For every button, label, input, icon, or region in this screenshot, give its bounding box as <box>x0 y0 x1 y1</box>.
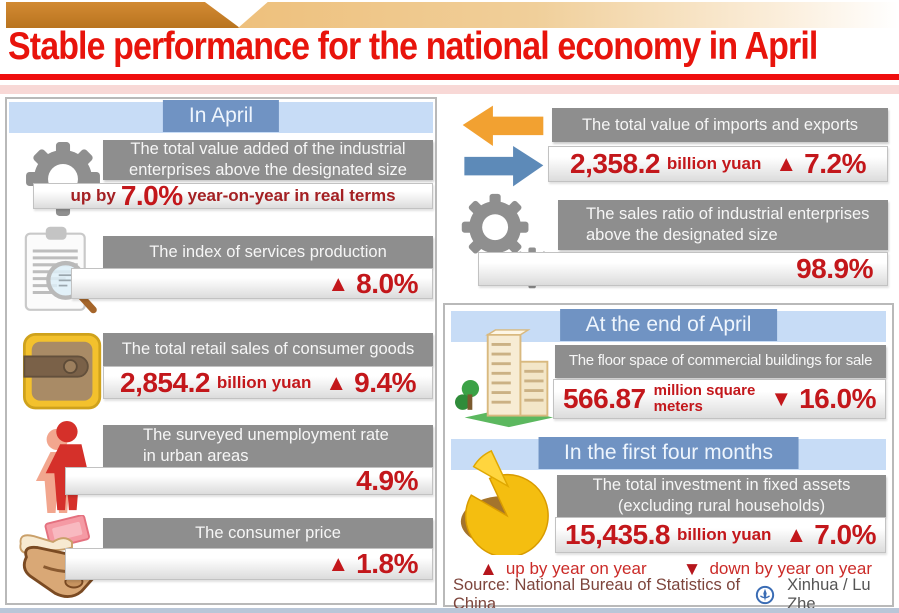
sales-ratio-label-line2: above the designated size <box>586 226 778 244</box>
floor-space-label-text: The floor space of commercial buildings … <box>568 352 873 370</box>
buildings-icon <box>453 329 559 436</box>
industrial-value-number: 7.0% <box>120 180 183 211</box>
legend-up-text: up by year on year <box>505 559 647 578</box>
industrial-value-prefix: up by <box>70 186 116 205</box>
trade-label: The total value of imports and exports <box>552 108 888 142</box>
unemployment-label-line1: The surveyed unemployment rate <box>143 426 389 445</box>
industrial-value: up by 7.0% year-on-year in real terms <box>33 180 433 211</box>
floor-space-value: 566.87 million square meters ▼ 16.0% <box>553 379 886 419</box>
legend-down-text: down by year on year <box>709 559 872 578</box>
right-panel: At the end of April <box>443 303 894 613</box>
retail-value: 2,854.2 billion yuan ▲ 9.4% <box>103 366 433 399</box>
sales-ratio-label: The sales ratio of industrial enterprise… <box>558 200 888 250</box>
trade-arrows-icon <box>458 104 548 193</box>
page-title: Stable performance for the national econ… <box>8 25 818 68</box>
up-triangle: ▲ <box>327 270 350 296</box>
gear-icon <box>19 135 107 223</box>
investment-value-pct: 7.0% <box>814 519 877 550</box>
trade-label-text: The total value of imports and exports <box>581 115 859 134</box>
investment-value-number: 15,435.8 <box>564 519 671 550</box>
trade-value: 2,358.2 billion yuan ▲ 7.2% <box>548 146 888 182</box>
sales-ratio-label-line1: The sales ratio of industrial enterprise… <box>586 205 870 224</box>
trade-value-number: 2,358.2 <box>570 148 660 179</box>
industrial-label-line1: The total value added of the industrial <box>130 140 406 159</box>
retail-value-pct: 9.4% <box>354 366 416 398</box>
trade-value-unit: billion yuan <box>666 154 762 173</box>
bottom-border-strip <box>0 608 899 613</box>
floor-space-value-pct: 16.0% <box>799 383 877 414</box>
trade-value-pct: 7.2% <box>804 148 866 179</box>
industrial-value-suffix: year-on-year in real terms <box>187 186 396 205</box>
consumer-price-value-number: 1.8% <box>356 548 418 579</box>
investment-label-line2: (excluding rural households) <box>617 497 826 515</box>
title-underline-pink <box>0 85 899 94</box>
top-bar-right-decoration <box>238 2 899 28</box>
retail-value-unit: billion yuan <box>216 372 312 392</box>
sales-ratio-value-number: 98.9% <box>796 253 873 284</box>
legend: ▲ up by year on year ▼ down by year on y… <box>479 557 872 581</box>
services-label-text: The index of services production <box>149 242 387 261</box>
floor-space-unit-line2: meters <box>653 398 703 415</box>
investment-value-unit: billion yuan <box>676 525 772 544</box>
legend-up-triangle: ▲ <box>479 558 498 580</box>
floor-space-value-number: 566.87 <box>562 383 646 414</box>
consumer-price-label: The consumer price <box>103 518 433 548</box>
xinhua-logo-icon <box>755 585 775 605</box>
sales-ratio-value: 98.9% <box>478 252 888 286</box>
first-four-months-band: In the first four months <box>451 437 886 470</box>
title-underline <box>0 74 899 80</box>
services-value-number: 8.0% <box>356 267 418 299</box>
consumer-price-value: ▲ 1.8% <box>65 548 433 580</box>
consumer-price-label-text: The consumer price <box>195 523 341 542</box>
legend-down-triangle: ▼ <box>682 558 702 580</box>
end-of-april-heading: At the end of April <box>559 309 778 341</box>
unemployment-value-number: 4.9% <box>356 465 418 496</box>
up-triangle: ▲ <box>327 551 350 576</box>
industrial-label: The total value added of the industrial … <box>103 140 433 180</box>
end-of-april-band: At the end of April <box>451 309 886 342</box>
hand-money-icon <box>15 514 110 608</box>
floor-space-unit-line1: million square <box>653 382 756 400</box>
investment-label: The total investment in fixed assets (ex… <box>557 475 886 517</box>
retail-value-number: 2,854.2 <box>120 366 210 398</box>
down-triangle: ▼ <box>770 386 793 411</box>
investment-label-line1: The total investment in fixed assets <box>592 476 851 495</box>
up-triangle: ▲ <box>785 522 808 547</box>
source-row: Source: National Bureau of Statistics of… <box>453 576 888 613</box>
left-panel-in-april: In April The total value added of the in… <box>5 97 437 605</box>
unemployment-label: The surveyed unemployment rate in urban … <box>103 425 433 467</box>
up-triangle: ▲ <box>325 369 348 395</box>
retail-label: The total retail sales of consumer goods <box>103 333 433 366</box>
top-bar-left-decoration <box>6 2 240 28</box>
first-four-months-heading: In the first four months <box>538 437 799 469</box>
unemployment-value: 4.9% <box>65 467 433 495</box>
unemployment-label-line2: in urban areas <box>143 447 249 465</box>
floor-space-value-unit: million square meters <box>654 383 756 415</box>
up-triangle: ▲ <box>775 151 798 176</box>
wallet-icon <box>17 327 109 424</box>
retail-label-text: The total retail sales of consumer goods <box>121 340 415 359</box>
services-value: ▲ 8.0% <box>71 268 433 299</box>
in-april-band: In April <box>9 100 433 133</box>
industrial-label-line2: enterprises above the designated size <box>129 161 407 179</box>
services-label: The index of services production <box>103 236 433 268</box>
pie-chart-icon <box>453 443 561 560</box>
investment-value: 15,435.8 billion yuan ▲ 7.0% <box>555 517 886 553</box>
in-april-heading: In April <box>162 100 280 132</box>
floor-space-label: The floor space of commercial buildings … <box>555 345 886 378</box>
